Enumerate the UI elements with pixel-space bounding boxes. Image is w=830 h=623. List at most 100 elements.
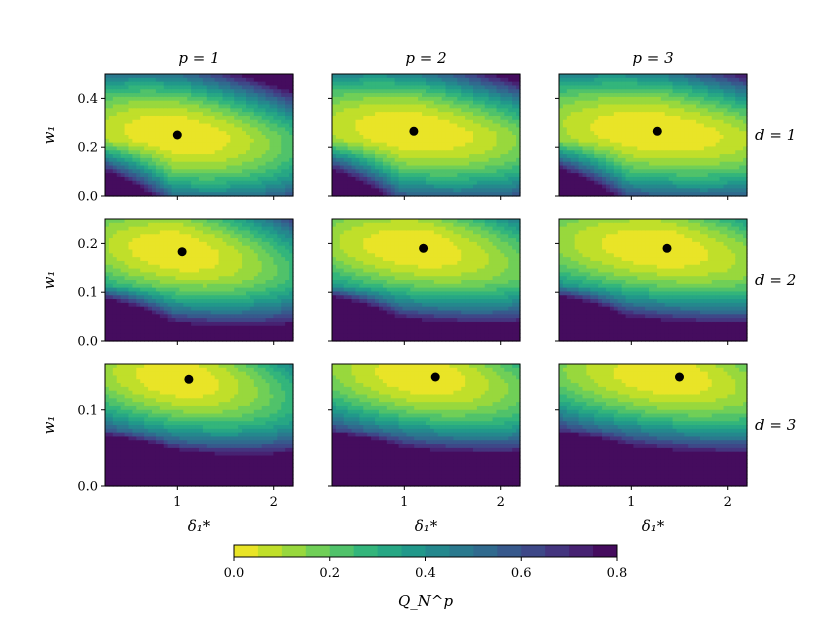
heat-cell [625,142,631,148]
heat-cell [727,131,732,136]
heat-cell [437,154,443,159]
heat-cell [132,287,137,293]
heat-cell [140,299,145,304]
heat-cell [363,127,368,132]
heat-cell [394,115,400,121]
heat-cell [246,112,251,117]
heat-cell [234,131,239,136]
heat-cell [136,138,141,144]
heat-cell [202,123,208,128]
heat-cell [562,135,568,140]
heat-cell [136,176,141,182]
heat-cell [386,115,392,121]
heat-cell [739,123,744,128]
heat-cell [238,180,243,186]
heat-cell [108,276,114,281]
heat-cell [386,135,392,140]
heat-cell [629,127,635,132]
heat-cell [191,135,196,140]
heat-cell [273,112,278,117]
heat-cell [379,173,384,178]
heat-cell [606,138,611,144]
heat-cell [112,245,118,251]
heat-cell [476,150,482,155]
heat-cell [355,146,361,151]
heat-cell [664,89,670,94]
heat-cell [124,74,130,79]
heat-cell [394,119,400,125]
heat-cell [723,112,729,117]
heat-cell [613,161,619,167]
heat-cell [281,180,286,186]
heat-cell [171,184,177,189]
heat-cell [469,161,474,167]
heat-cell [265,104,271,109]
heat-cell [355,161,361,167]
heat-cell [598,93,603,98]
heat-cell [656,74,662,79]
heat-cell [202,188,208,193]
heat-cell [191,188,196,193]
heat-cell [230,176,235,182]
heat-cell [124,176,130,182]
heat-cell [422,104,427,109]
heat-cell [739,93,744,98]
heat-cell [128,276,134,281]
heat-cell [253,104,259,109]
heat-cell [469,188,474,193]
heat-cell [124,287,130,293]
heat-cell [566,93,572,98]
heat-cell [406,77,411,83]
heat-cell [355,176,361,182]
heat-cell [379,165,384,170]
heat-cell [504,89,509,94]
heat-cell [418,100,423,106]
heat-cell [199,157,204,163]
heat-cell [735,176,740,182]
heat-cell [739,161,744,167]
heat-cell [116,234,122,239]
heat-cell [649,93,654,98]
heat-cell [696,135,701,140]
heat-cell [359,127,364,132]
heat-cell [257,142,263,148]
heat-cell [633,138,638,144]
heat-cell [492,157,498,163]
heat-cell [574,176,580,182]
heat-cell [727,150,732,155]
heat-cell [343,100,349,106]
heat-cell [433,104,439,109]
heat-cell [249,81,255,87]
heat-cell [492,131,498,136]
heat-cell [218,165,224,170]
heat-cell [649,184,654,189]
heat-cell [480,176,486,182]
heat-cell [390,74,396,79]
heat-cell [590,115,595,121]
heat-cell [676,131,682,136]
heat-cell [202,131,208,136]
heat-cell [140,337,145,342]
heat-cell [649,127,654,132]
heat-cell [183,123,188,128]
heat-cell [242,138,247,144]
heat-cell [598,161,603,167]
heat-cell [265,131,271,136]
heat-cell [120,157,126,163]
heat-cell [386,157,392,163]
heat-cell [426,100,431,106]
heat-cell [496,77,502,83]
heat-cell [473,85,478,90]
heat-cell [429,165,435,170]
heat-cell [199,89,204,94]
heat-cell [191,119,196,125]
heat-cell [727,81,732,87]
heat-cell [265,89,271,94]
heat-cell [445,96,451,102]
heat-cell [128,287,134,293]
heat-cell [183,146,188,151]
heat-cell [700,123,705,128]
heat-cell [680,161,685,167]
heat-cell [347,173,353,178]
heat-cell [703,176,709,182]
